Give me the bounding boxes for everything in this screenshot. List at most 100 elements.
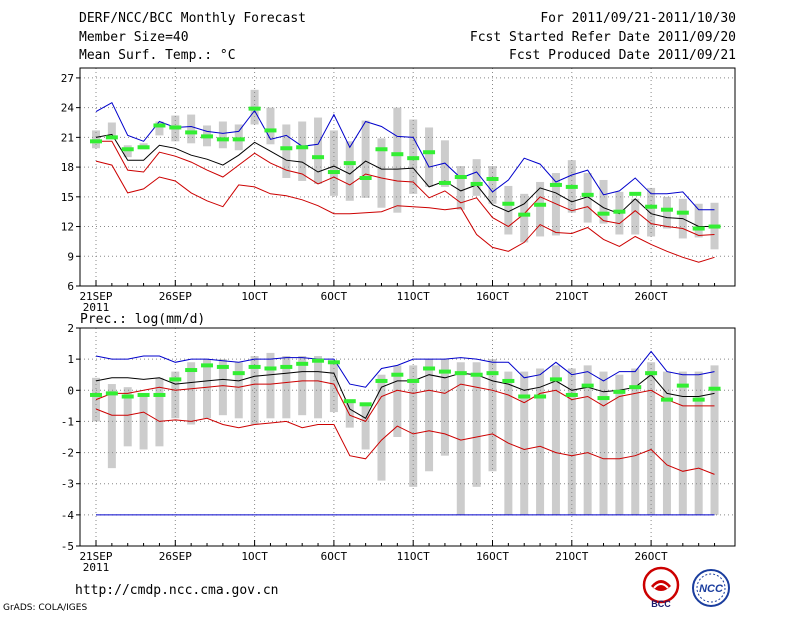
series-line-min: [95, 408, 715, 475]
obs-marker: [565, 392, 578, 397]
spread-box: [694, 203, 703, 238]
ncc-logo-text: NCC: [699, 583, 724, 595]
obs-marker: [423, 150, 436, 155]
x-tick-label: 6OCT: [321, 290, 348, 303]
obs-marker: [327, 170, 340, 175]
spread-box: [583, 173, 592, 223]
spread-box: [662, 371, 671, 515]
plot-frame: [79, 67, 736, 287]
spread-box: [345, 141, 354, 201]
obs-marker: [137, 392, 150, 397]
spread-box: [551, 365, 560, 515]
obs-marker: [470, 181, 483, 186]
obs-marker: [486, 371, 499, 376]
spread-box: [298, 356, 307, 416]
obs-marker: [438, 369, 451, 374]
spread-box: [567, 368, 576, 515]
obs-marker: [296, 361, 309, 366]
x-tick-label: 1OCT: [241, 290, 268, 303]
obs-marker: [248, 106, 261, 111]
spread-box: [139, 393, 148, 450]
spread-box: [536, 368, 545, 515]
obs-marker: [407, 156, 420, 161]
x-tick-label: 6OCT: [321, 550, 348, 563]
series-line-max: [95, 102, 715, 211]
obs-marker: [121, 147, 134, 152]
obs-marker: [169, 125, 182, 130]
bcc-logo-text: BCC: [651, 599, 671, 608]
forecast-period: For 2011/09/21-2011/10/30: [540, 11, 736, 26]
series-line-ctrl: [95, 380, 715, 423]
spread-box: [488, 359, 497, 472]
spread-box: [314, 356, 323, 419]
obs-marker: [407, 378, 420, 383]
grads-credit: GrADS: COLA/IGES: [3, 603, 88, 613]
y-tick-label: -1: [61, 415, 74, 428]
obs-marker: [660, 207, 673, 212]
source-url[interactable]: http://cmdp.ncc.cma.gov.cn: [75, 583, 279, 598]
spread-box: [155, 377, 164, 447]
obs-marker: [185, 130, 198, 135]
x-tick-label: 16OCT: [476, 290, 509, 303]
spread-box: [218, 121, 227, 149]
obs-marker: [597, 211, 610, 216]
x-tick-label: 26OCT: [635, 550, 668, 563]
spread-box: [615, 374, 624, 515]
obs-marker: [248, 364, 261, 369]
spread-box: [329, 130, 338, 196]
obs-marker: [423, 366, 436, 371]
spread-box: [329, 362, 338, 413]
spread-box: [472, 362, 481, 487]
y-tick-label: 21: [61, 131, 74, 144]
spread-box: [425, 359, 434, 472]
variable-label: Mean Surf. Temp.: °C: [79, 48, 236, 63]
obs-marker: [375, 378, 388, 383]
x-tick-sublabel: 2011: [83, 301, 110, 314]
spread-box: [536, 181, 545, 237]
spread-box: [599, 371, 608, 515]
spread-box: [203, 359, 212, 419]
obs-marker: [375, 147, 388, 152]
bcc-logo: BCC: [642, 566, 680, 608]
member-size-label: Member Size=40: [79, 30, 189, 45]
spread-box: [314, 117, 323, 184]
x-tick-label: 21SEP: [79, 550, 112, 563]
y-tick-label: 2: [67, 322, 74, 335]
obs-marker: [470, 372, 483, 377]
obs-marker: [534, 202, 547, 207]
y-tick-label: 27: [61, 72, 74, 85]
x-tick-label: 21OCT: [555, 550, 588, 563]
obs-marker: [692, 226, 705, 231]
obs-marker: [391, 372, 404, 377]
spread-box: [171, 371, 180, 419]
y-tick-label: -4: [61, 509, 75, 522]
obs-marker: [502, 378, 515, 383]
spread-box: [187, 114, 196, 144]
obs-marker: [629, 191, 642, 196]
obs-marker: [216, 137, 229, 142]
spread-box: [631, 368, 640, 515]
spread-box: [678, 371, 687, 515]
spread-box: [298, 121, 307, 181]
obs-marker: [438, 180, 451, 185]
y-tick-label: -2: [61, 447, 74, 460]
y-tick-label: -3: [61, 478, 74, 491]
obs-marker: [312, 358, 325, 363]
y-tick-label: 24: [61, 102, 75, 115]
obs-marker: [232, 137, 245, 142]
x-tick-label: 11OCT: [397, 550, 430, 563]
spread-box: [520, 193, 529, 243]
y-tick-label: 15: [61, 191, 74, 204]
series-line-max: [95, 350, 715, 388]
obs-marker: [264, 366, 277, 371]
obs-marker: [105, 135, 118, 140]
obs-marker: [264, 128, 277, 133]
obs-marker: [327, 360, 340, 365]
spread-box: [409, 365, 418, 487]
obs-marker: [105, 391, 118, 396]
obs-marker: [708, 386, 721, 391]
obs-marker: [613, 209, 626, 214]
spread-box: [377, 138, 386, 208]
obs-marker: [153, 123, 166, 128]
